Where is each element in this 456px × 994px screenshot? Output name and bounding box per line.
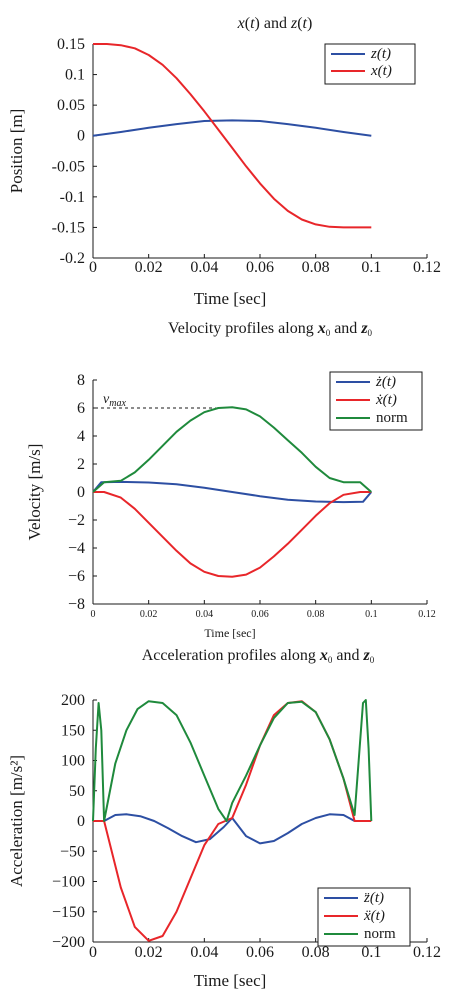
x-tick-label: 0.1 <box>361 944 381 961</box>
legend-box <box>324 43 416 85</box>
series-line-z <box>103 813 356 845</box>
x-tick-label: 0.06 <box>251 609 269 620</box>
y-tick-label: 0.05 <box>57 97 85 114</box>
legend: ż(t) ẋ(t) norm <box>329 371 423 431</box>
series-line-x <box>93 43 372 229</box>
acceleration-chart-title: Acceleration profiles along x0 and z0 <box>142 647 375 665</box>
series-line-z <box>92 119 372 137</box>
y-axis-label: Velocity [m/s] <box>25 444 44 541</box>
x-tick-label: 0 <box>91 609 96 620</box>
series-line-z <box>92 480 373 504</box>
x-tick-label: 0.1 <box>365 609 378 620</box>
x-tick-label: 0.04 <box>190 944 218 961</box>
legend-entry: z̈(t) <box>363 890 384 906</box>
x-tick-label: 0.06 <box>246 944 274 961</box>
y-tick-label: −200 <box>52 934 85 951</box>
position-chart: x(t) and z(t) 0 0.02 0.04 0.06 0.08 0.1 0.12 0.… <box>7 15 441 308</box>
y-tick-label: −8 <box>68 596 85 613</box>
x-tick-label: 0.12 <box>418 609 436 620</box>
x-tick-label: 0.08 <box>307 609 325 620</box>
y-tick-label: −2 <box>68 512 85 529</box>
x-tick-label: 0.04 <box>190 259 218 276</box>
x-tick-label: 0.08 <box>302 259 330 276</box>
x-tick-label: 0.12 <box>413 259 441 276</box>
legend-entry: ẍ(t) <box>363 908 385 924</box>
vmax-annotation: vmax <box>103 392 126 409</box>
legend-entry: norm <box>376 410 408 426</box>
legend-entry: norm <box>364 926 396 942</box>
y-tick-label: 0.1 <box>65 67 85 84</box>
y-tick-label: -0.05 <box>52 158 85 175</box>
y-tick-label: -0.1 <box>60 189 85 206</box>
x-tick-label: 0.02 <box>140 609 158 620</box>
y-tick-label: 0 <box>77 813 85 830</box>
y-tick-label: 50 <box>69 783 85 800</box>
x-tick-label: 0.06 <box>246 259 274 276</box>
x-axis-label: Time [sec] <box>194 289 267 308</box>
y-axis-label: Position [m] <box>7 109 26 194</box>
legend-entry: ż(t) <box>375 374 396 390</box>
velocity-chart: Velocity profiles along x0 and z0 0 0.02 0… <box>25 320 436 640</box>
y-tick-label: 0.15 <box>57 36 85 53</box>
y-tick-label: 200 <box>61 692 85 709</box>
y-tick-label: −150 <box>52 904 85 921</box>
y-tick-label: 0 <box>77 484 85 501</box>
y-axis-label: Acceleration [m/s²] <box>7 755 26 887</box>
legend-entry: x(t) <box>370 63 392 79</box>
x-tick-label: 0.12 <box>413 944 441 961</box>
series-line-norm <box>92 406 372 493</box>
legend-entry: z(t) <box>370 46 391 62</box>
y-tick-label: 4 <box>77 428 85 445</box>
x-axis-label: Time [sec] <box>194 971 267 990</box>
x-tick-label: 0 <box>89 944 97 961</box>
y-tick-label: −4 <box>68 540 85 557</box>
y-tick-label: 6 <box>77 400 85 417</box>
x-tick-label: 0.1 <box>361 259 381 276</box>
x-tick-label: 0 <box>89 259 97 276</box>
x-tick-label: 0.02 <box>135 944 163 961</box>
y-tick-label: 100 <box>61 753 85 770</box>
y-tick-label: 0 <box>77 128 85 145</box>
y-tick-label: −6 <box>68 568 85 585</box>
x-axis-label: Time [sec] <box>204 626 255 640</box>
series-line-x <box>93 491 372 578</box>
position-chart-title: x(t) and z(t) <box>237 15 313 32</box>
legend-entry: ẋ(t) <box>375 392 397 408</box>
series-line-norm <box>92 699 373 822</box>
y-tick-label: −50 <box>60 843 85 860</box>
x-tick-label: 0.08 <box>302 944 330 961</box>
legend: z̈(t) ẍ(t) norm <box>317 887 411 947</box>
acceleration-chart: Acceleration profiles along x0 and z0 0 0… <box>7 647 441 990</box>
legend: z(t)x(t) <box>324 43 416 85</box>
y-tick-label: -0.15 <box>52 219 85 236</box>
velocity-chart-title: Velocity profiles along x0 and z0 <box>168 320 373 338</box>
x-tick-label: 0.02 <box>135 259 163 276</box>
y-tick-label: 8 <box>77 372 85 389</box>
y-tick-label: -0.2 <box>60 250 85 267</box>
y-tick-label: −100 <box>52 874 85 891</box>
y-tick-label: 2 <box>77 456 85 473</box>
y-tick-label: 150 <box>61 722 85 739</box>
x-tick-label: 0.04 <box>196 609 214 620</box>
